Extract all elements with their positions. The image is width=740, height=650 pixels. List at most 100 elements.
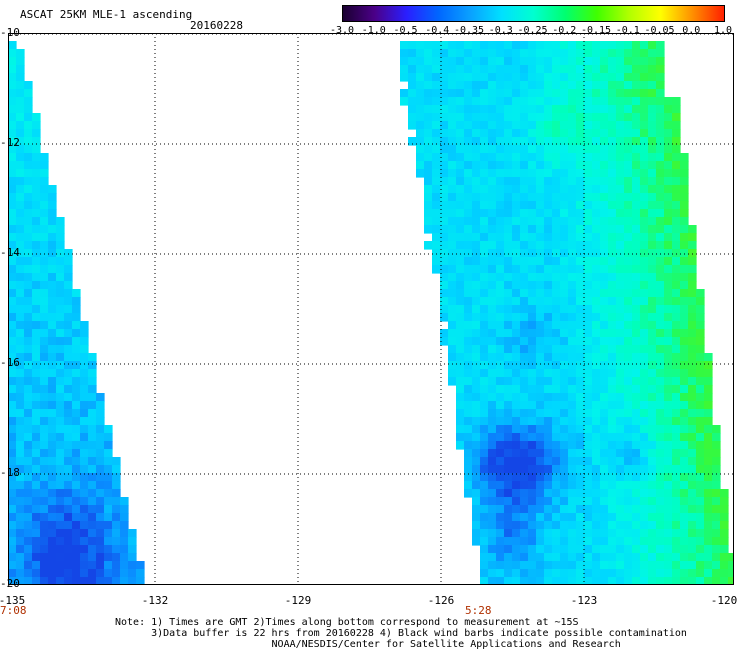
swath-cell xyxy=(40,241,49,250)
swath-cell xyxy=(56,537,65,546)
swath-cell xyxy=(560,329,569,338)
swath-cell xyxy=(456,313,465,322)
swath-cell xyxy=(8,265,17,274)
swath-cell xyxy=(464,273,473,282)
swath-cell xyxy=(640,521,649,530)
swath-cell xyxy=(608,105,617,114)
swath-cell xyxy=(48,185,57,194)
swath-cell xyxy=(568,473,577,482)
swath-cell xyxy=(648,233,657,242)
swath-cell xyxy=(680,321,689,330)
swath-cell xyxy=(8,545,17,554)
swath-cell xyxy=(504,121,513,130)
swath-cell xyxy=(40,169,49,178)
swath-cell xyxy=(504,513,513,522)
swath-cell xyxy=(56,257,65,266)
swath-cell xyxy=(80,361,89,370)
swath-cell xyxy=(512,489,521,498)
swath-cell xyxy=(624,57,633,66)
swath-cell xyxy=(688,249,697,258)
swath-cell xyxy=(72,361,81,370)
swath-cell xyxy=(448,185,457,194)
swath-cell xyxy=(472,121,481,130)
swath-cell xyxy=(688,337,697,346)
swath-cell xyxy=(448,233,457,242)
swath-cell xyxy=(64,425,73,434)
swath-cell xyxy=(552,201,561,210)
swath-cell xyxy=(472,497,481,506)
swath-cell xyxy=(688,521,697,530)
swath-cell xyxy=(520,417,529,426)
swath-cell xyxy=(632,289,641,298)
swath-cell xyxy=(712,465,721,474)
swath-cell xyxy=(440,185,449,194)
swath-cell xyxy=(120,521,129,530)
swath-cell xyxy=(40,377,49,386)
swath-cell xyxy=(456,161,465,170)
swath-cell xyxy=(48,329,57,338)
swath-cell xyxy=(664,521,673,530)
swath-cell xyxy=(488,361,497,370)
swath-cell xyxy=(592,49,601,58)
swath-cell xyxy=(512,137,521,146)
swath-cell xyxy=(440,137,449,146)
swath-cell xyxy=(552,377,561,386)
swath-cell xyxy=(480,105,489,114)
swath-cell xyxy=(456,57,465,66)
swath-cell xyxy=(32,265,41,274)
swath-cell xyxy=(632,233,641,242)
swath-cell xyxy=(32,425,41,434)
swath-cell xyxy=(608,321,617,330)
swath-cell xyxy=(64,473,73,482)
swath-cell xyxy=(504,305,513,314)
swath-cell xyxy=(624,209,633,218)
swath-cell xyxy=(528,457,537,466)
swath-cell xyxy=(24,129,33,138)
swath-cell xyxy=(512,225,521,234)
swath-cell xyxy=(520,225,529,234)
swath-cell xyxy=(40,273,49,282)
swath-cell xyxy=(600,457,609,466)
swath-cell xyxy=(584,337,593,346)
swath-cell xyxy=(552,401,561,410)
colorbar xyxy=(342,5,725,22)
swath-cell xyxy=(16,65,25,74)
swath-cell xyxy=(672,353,681,362)
swath-cell xyxy=(608,73,617,82)
swath-cell xyxy=(568,185,577,194)
swath-cell xyxy=(552,417,561,426)
swath-cell xyxy=(560,537,569,546)
swath-cell xyxy=(520,129,529,138)
swath-cell xyxy=(32,145,41,154)
swath-cell xyxy=(520,257,529,266)
swath-cell xyxy=(528,209,537,218)
swath-cell xyxy=(488,409,497,418)
swath-cell xyxy=(104,481,113,490)
swath-cell xyxy=(88,505,97,514)
swath-cell xyxy=(624,281,633,290)
swath-cell xyxy=(464,449,473,458)
swath-cell xyxy=(544,481,553,490)
swath-cell xyxy=(528,49,537,58)
swath-cell xyxy=(720,505,729,514)
swath-cell xyxy=(520,545,529,554)
swath-cell xyxy=(488,369,497,378)
swath-cell xyxy=(544,121,553,130)
swath-cell xyxy=(648,409,657,418)
swath-cell xyxy=(568,489,577,498)
swath-cell xyxy=(16,73,25,82)
swath-cell xyxy=(712,433,721,442)
swath-cell xyxy=(616,377,625,386)
swath-cell xyxy=(528,553,537,562)
swath-cell xyxy=(456,201,465,210)
swath-cell xyxy=(64,465,73,474)
swath-cell xyxy=(688,545,697,554)
swath-cell xyxy=(472,361,481,370)
swath-cell xyxy=(608,121,617,130)
swath-cell xyxy=(688,577,697,585)
swath-cell xyxy=(32,321,41,330)
swath-cell xyxy=(464,385,473,394)
swath-cell xyxy=(24,513,33,522)
swath-cell xyxy=(424,41,433,50)
swath-cell xyxy=(624,409,633,418)
